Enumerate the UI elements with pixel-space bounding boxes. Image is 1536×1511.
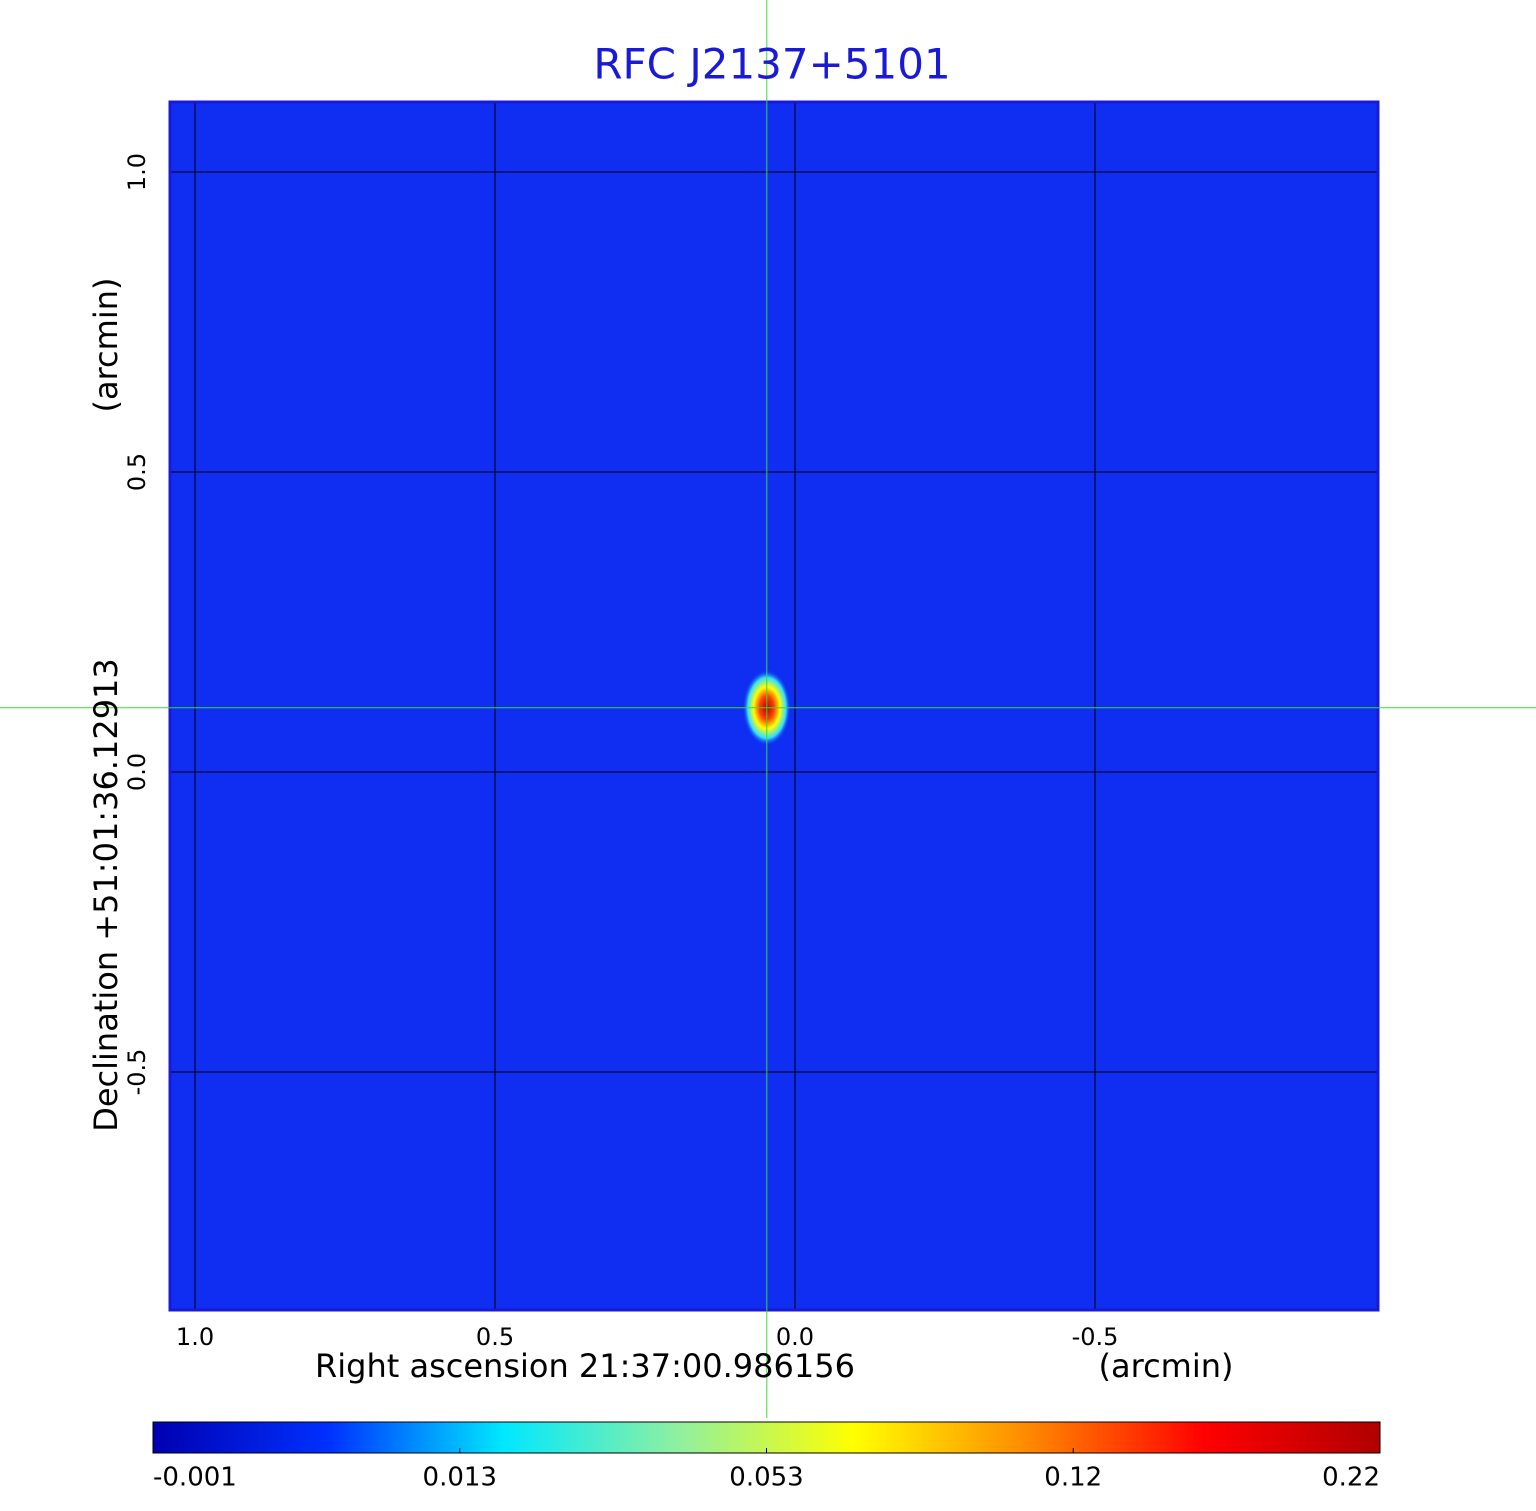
y-tick-label: -0.5 [123, 1049, 151, 1096]
y-tick-label: 0.5 [123, 453, 151, 491]
y-tick-label: 0.0 [123, 753, 151, 791]
colorbar-tick-label: 0.053 [729, 1463, 803, 1493]
y-axis-unit: (arcmin) [87, 278, 125, 413]
y-axis-label: Declination +51:01:36.12913 [87, 658, 125, 1132]
x-tick-label: 0.5 [476, 1323, 514, 1351]
colorbar-tick-label: 0.013 [423, 1463, 497, 1493]
colorbar-tick-label: 0.12 [1044, 1463, 1102, 1493]
x-tick-label: 0.0 [776, 1323, 814, 1351]
plot-frame [168, 100, 1380, 1312]
colorbar-tick-label: -0.001 [153, 1463, 237, 1493]
x-tick-label: -0.5 [1072, 1323, 1119, 1351]
x-axis-label: Right ascension 21:37:00.986156 [315, 1347, 855, 1385]
chart-title: RFC J2137+5101 [593, 40, 950, 89]
y-tick-label: 1.0 [123, 153, 151, 191]
x-axis-unit: (arcmin) [1099, 1347, 1234, 1385]
x-tick-label: 1.0 [176, 1323, 214, 1351]
colorbar [152, 1421, 1381, 1454]
colorbar-tick-label: 0.22 [1322, 1463, 1380, 1493]
